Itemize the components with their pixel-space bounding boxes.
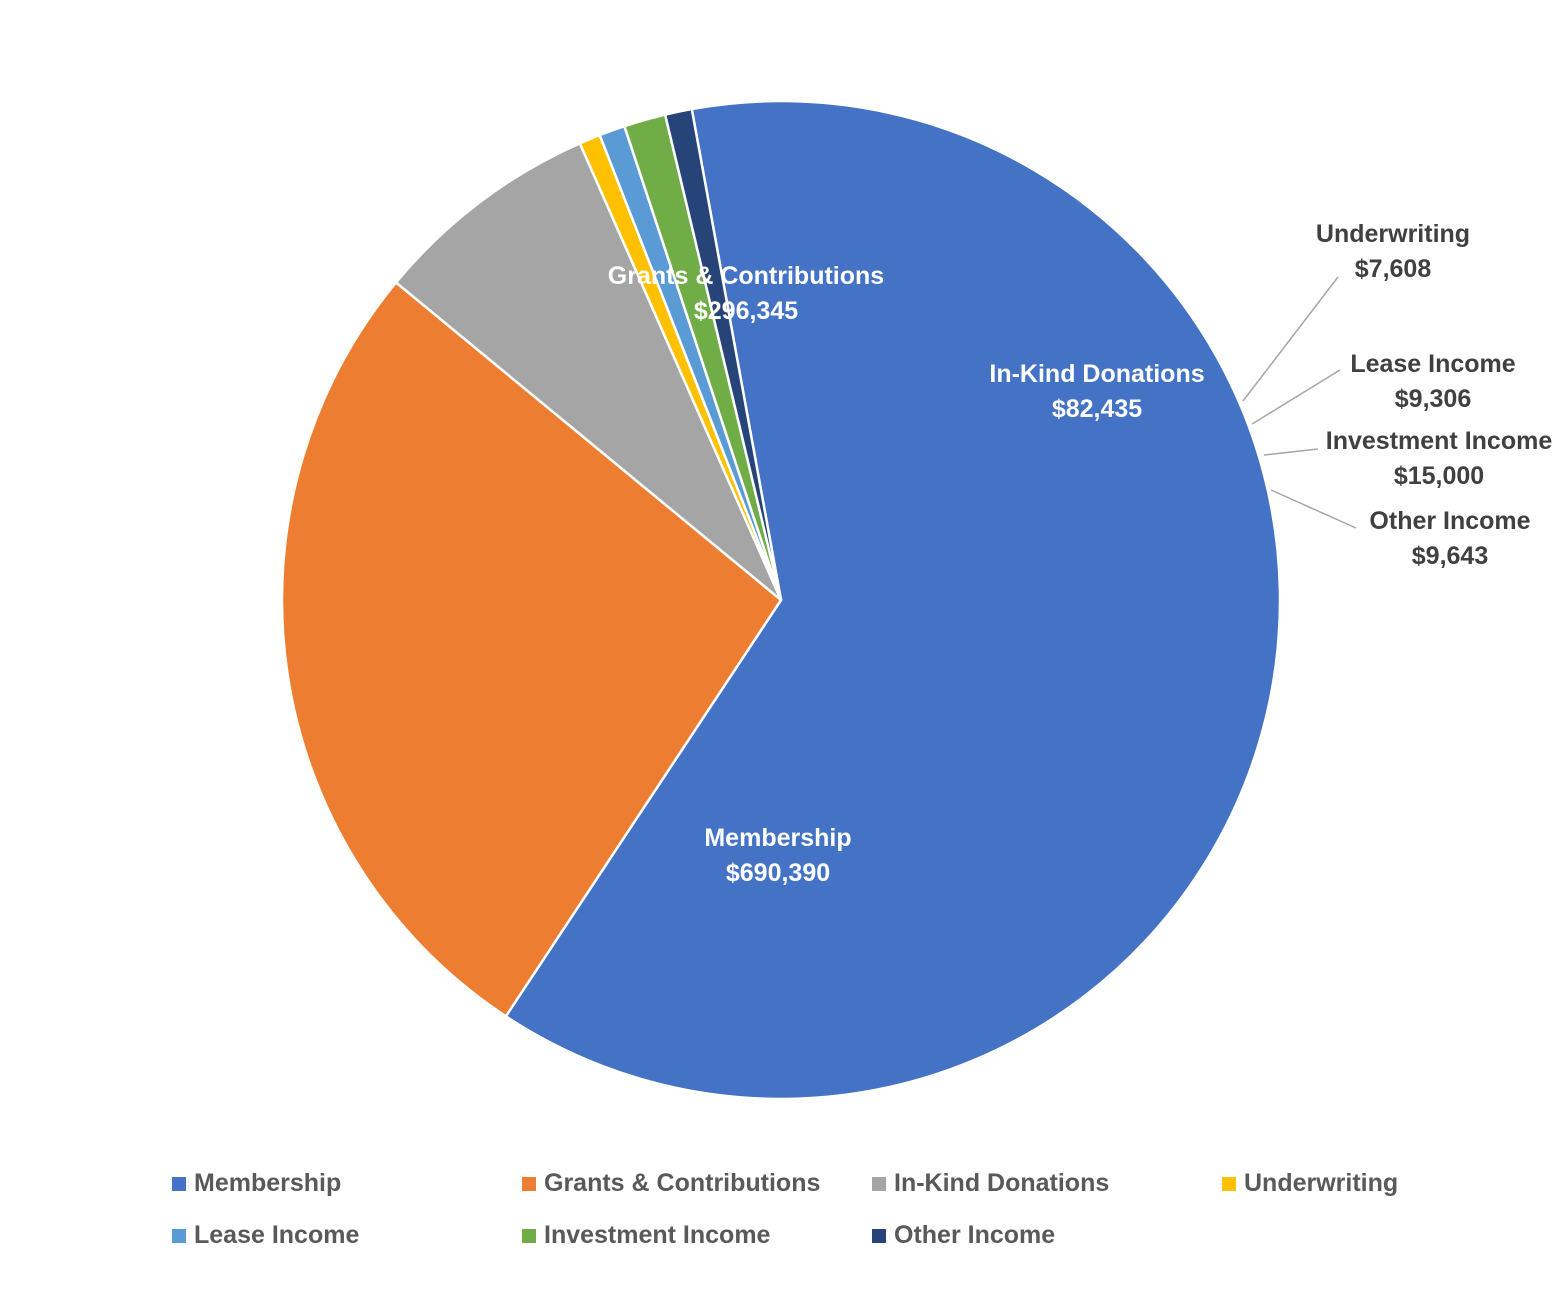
data-label-grants-and-contributions: Grants & Contributions $296,345 [608,262,884,325]
legend-item-in-kind-donations: In-Kind Donations [872,1169,1109,1198]
data-label-value: $15,000 [1394,462,1484,490]
data-label-name: Underwriting [1316,220,1470,248]
legend-swatch [872,1176,886,1191]
data-label-underwriting: Underwriting $7,608 [1242,220,1470,402]
legend-label: Underwriting [1244,1169,1399,1197]
pie-slice-membership [504,99,1282,1101]
data-label-name: In-Kind Donations [989,360,1204,388]
legend-item-other-income: Other Income [872,1221,1055,1250]
data-label-investment-income: Investment Income $15,000 [1263,427,1553,490]
data-label-in-kind-donations: In-Kind Donations $82,435 [989,360,1204,423]
chart-legend: Membership Grants & Contributions In-Kind … [0,1162,1562,1282]
legend-label: Grants & Contributions [544,1169,821,1197]
data-label-lease-income: Lease Income $9,306 [1251,350,1516,425]
legend-swatch [522,1176,536,1191]
data-label-name: Membership [704,824,851,852]
data-label-value: $9,306 [1395,385,1471,413]
leader-line-lease-income [1251,369,1341,425]
legend-label: In-Kind Donations [894,1169,1110,1197]
leader-line-underwriting [1242,276,1339,402]
data-label-value: $7,608 [1355,255,1432,283]
data-label-name: Lease Income [1350,350,1515,378]
data-label-name: Grants & Contributions [608,262,884,290]
legend-swatch [172,1176,186,1191]
legend-swatch [872,1228,886,1243]
data-label-other-income: Other Income $9,643 [1270,489,1531,570]
pie-slice-in-kind-donations [394,142,783,602]
legend-label: Other Income [894,1221,1056,1249]
legend-swatch [522,1228,536,1243]
data-label-value: $690,390 [726,859,830,887]
data-label-value: $82,435 [1052,395,1142,423]
legend-item-grants-and-contributions: Grants & Contributions [522,1169,820,1198]
data-label-name: Investment Income [1326,427,1553,455]
leader-line-other-income [1270,489,1357,529]
leader-line-investment-income [1263,448,1319,456]
legend-label: Lease Income [194,1221,360,1249]
legend-label: Membership [194,1169,342,1197]
legend-swatch [1222,1176,1236,1191]
data-label-value: $9,643 [1412,542,1488,570]
legend-item-investment-income: Investment Income [522,1221,770,1250]
legend-swatch [172,1228,186,1243]
data-label-membership: Membership $690,390 [704,824,851,887]
pie-slice-other-income [663,107,783,602]
pie-chart: Membership $690,390 Grants & Contributions… [280,99,1553,1101]
legend-item-underwriting: Underwriting [1222,1169,1398,1198]
legend-item-membership: Membership [172,1169,341,1198]
data-label-name: Other Income [1369,507,1530,535]
pie-slice-grants-and-contributions [280,281,783,1018]
data-label-value: $296,345 [694,297,798,325]
legend-item-lease-income: Lease Income [172,1221,359,1250]
legend-label: Investment Income [544,1221,771,1249]
